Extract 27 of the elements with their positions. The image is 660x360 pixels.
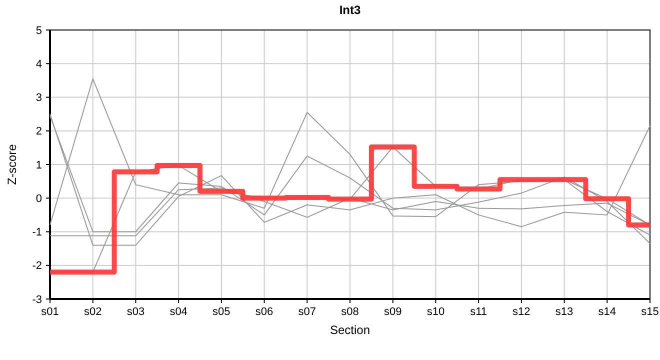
y-tick-label: 2: [36, 126, 42, 138]
y-tick-label: 0: [36, 192, 42, 205]
y-axis-title: Z-score: [5, 144, 19, 185]
x-tick-label: s13: [555, 306, 574, 318]
x-tick-label: s06: [255, 306, 274, 318]
x-tick-label: s03: [126, 306, 145, 318]
x-tick-label: s07: [298, 306, 316, 318]
x-axis-title: Section: [330, 323, 370, 337]
x-tick-label: s15: [641, 306, 659, 318]
x-tick-label: s14: [598, 306, 616, 318]
y-tick-label: -1: [32, 226, 42, 239]
y-tick-label: -3: [32, 294, 42, 306]
x-tick-label: s11: [470, 306, 488, 318]
y-tick-label: 5: [36, 24, 42, 37]
y-tick-label: 1: [36, 159, 42, 172]
y-tick-label: 4: [36, 58, 42, 70]
chart-title: Int3: [339, 3, 361, 17]
x-tick-label: s09: [384, 306, 402, 318]
x-tick-label: s12: [512, 306, 530, 318]
x-tick-label: s08: [341, 306, 359, 318]
x-tick-label: s02: [84, 306, 102, 318]
y-tick-label: 3: [36, 92, 42, 104]
x-tick-label: s01: [41, 306, 59, 318]
y-tick-label: -2: [32, 260, 42, 272]
x-tick-label: s04: [170, 306, 188, 318]
x-tick-label: s05: [212, 306, 230, 318]
x-tick-label: s10: [426, 306, 445, 318]
